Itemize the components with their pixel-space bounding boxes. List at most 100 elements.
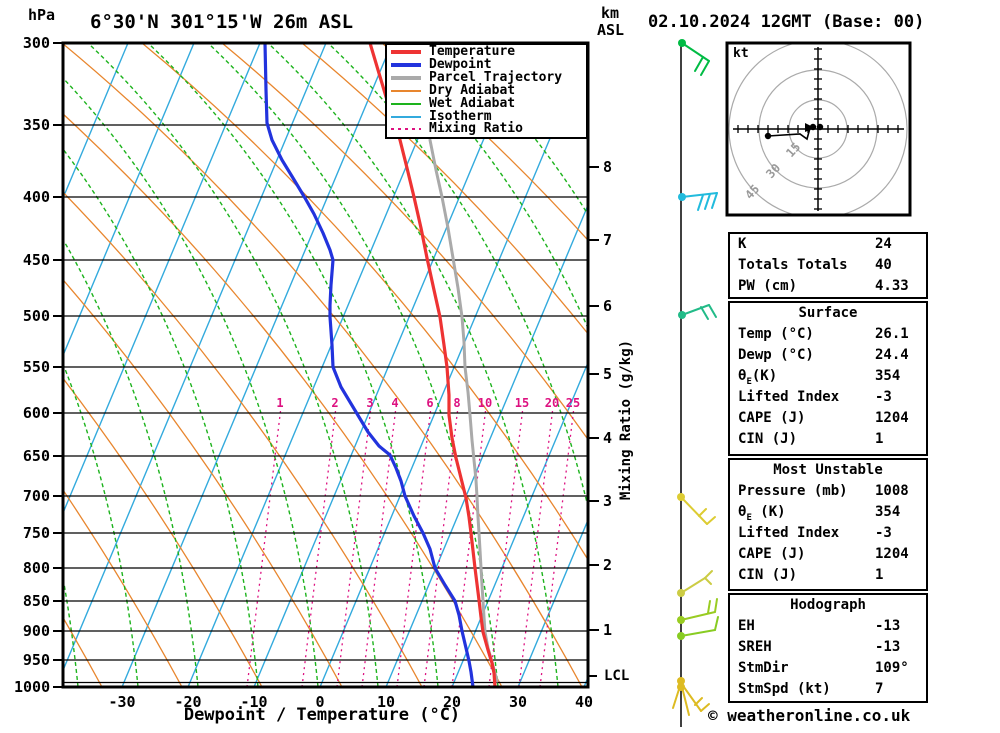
wet-adiabat-line bbox=[447, 43, 588, 216]
table-row-label: CAPE (J) bbox=[738, 410, 806, 426]
copyright-text: © weatheronline.co.uk bbox=[708, 706, 911, 725]
table-row-value: 1008 bbox=[875, 483, 909, 499]
wet-adiabat-line bbox=[327, 43, 588, 511]
mixing-ratio-line bbox=[518, 406, 554, 687]
table-row-label: Totals Totals bbox=[738, 257, 848, 273]
legend-item-label: Dry Adiabat bbox=[429, 82, 516, 98]
pressure-tick-label: 650 bbox=[22, 447, 50, 465]
pressure-gridlines bbox=[53, 42, 588, 688]
temperature-curve bbox=[368, 43, 497, 687]
mixing-ratio-value: 10 bbox=[477, 396, 493, 410]
table-row-label: PW (cm) bbox=[738, 278, 798, 294]
table-row-value: 26.1 bbox=[875, 326, 909, 342]
legend-item-label: Dewpoint bbox=[429, 57, 492, 73]
legend-item-label: Temperature bbox=[429, 44, 516, 60]
mixing-ratio-value: 6 bbox=[426, 396, 434, 410]
pressure-tick-label: 850 bbox=[22, 592, 50, 610]
legend-line-sample bbox=[391, 102, 421, 105]
legend-item: Dry Adiabat bbox=[391, 82, 582, 98]
legend-item-label: Parcel Trajectory bbox=[429, 70, 563, 86]
table-row-label: Dewp (°C) bbox=[738, 347, 814, 363]
wind-barb-column bbox=[672, 39, 719, 727]
table-row-value: 354 bbox=[875, 368, 901, 384]
mixing-ratio-value: 15 bbox=[514, 396, 530, 410]
legend-item-label: Wet Adiabat bbox=[429, 95, 516, 111]
mixing-ratio-value: 2 bbox=[331, 396, 339, 410]
wind-barb-line bbox=[694, 56, 704, 72]
table-row-label: K bbox=[738, 236, 747, 252]
hodograph bbox=[725, 41, 912, 217]
wind-barb-line bbox=[680, 629, 716, 637]
km-tick-label: 2 bbox=[603, 556, 613, 574]
pressure-tick-label: 950 bbox=[22, 651, 50, 669]
isotherm-line bbox=[121, 43, 393, 687]
wind-barb-line bbox=[681, 42, 710, 62]
hodograph-arrow bbox=[805, 123, 815, 132]
wind-barb-line bbox=[680, 682, 702, 712]
lcl-label: LCL bbox=[604, 668, 630, 684]
pressure-axis-unit: hPa bbox=[28, 6, 56, 24]
mixing-ratio-line bbox=[539, 406, 575, 687]
wind-barb-line bbox=[706, 516, 716, 525]
pressure-tick-label: 800 bbox=[22, 559, 50, 577]
isotherm-line bbox=[63, 43, 129, 200]
wind-barb-line bbox=[680, 611, 716, 621]
table-row: CAPE (J) 1204 bbox=[730, 544, 926, 565]
temperature-tick-label: 20 bbox=[442, 693, 462, 711]
mixing-ratio-line bbox=[451, 406, 487, 687]
table-row-value: 109° bbox=[875, 660, 909, 676]
isotherm-line bbox=[63, 43, 327, 673]
table-row-value: 354 bbox=[875, 504, 901, 520]
mixing-ratio-line bbox=[396, 406, 432, 687]
wind-barb-line bbox=[714, 598, 718, 613]
temperature-tick-label: 30 bbox=[508, 693, 528, 711]
table-row-label: θE (K) bbox=[738, 504, 786, 523]
wet-adiabat-line bbox=[147, 43, 439, 687]
theta-e-subscript: E bbox=[746, 512, 752, 523]
mixing-ratio-value: 8 bbox=[453, 396, 461, 410]
wind-barb-line bbox=[704, 570, 713, 579]
km-tick-label: 3 bbox=[603, 492, 613, 510]
pressure-tick-label: 350 bbox=[22, 116, 50, 134]
legend-item: Dewpoint bbox=[391, 57, 582, 73]
table-row-value: 4.33 bbox=[875, 278, 909, 294]
table-row: CAPE (J) 1204 bbox=[730, 408, 926, 429]
theta-e-subscript: E bbox=[746, 376, 752, 387]
table-row: EH -13 bbox=[730, 616, 926, 637]
wind-barb-line bbox=[681, 192, 718, 198]
table-row: CIN (J) 1 bbox=[730, 565, 926, 586]
table-row-label: Temp (°C) bbox=[738, 326, 814, 342]
legend-item-label: Isotherm bbox=[429, 108, 492, 124]
mixing-ratio-line bbox=[488, 406, 524, 687]
table-row-label: EH bbox=[738, 618, 755, 634]
pressure-tick-label: 550 bbox=[22, 358, 50, 376]
mixing-ratio-value: 3 bbox=[366, 396, 374, 410]
table-row: Dewp (°C) 24.4 bbox=[730, 345, 926, 366]
legend-line-sample bbox=[391, 115, 421, 118]
wind-barb-line bbox=[694, 697, 703, 706]
km-axis-unit: km bbox=[601, 4, 620, 22]
wind-barb-line bbox=[672, 682, 682, 709]
table-row-value: 1 bbox=[875, 431, 884, 447]
wet-adiabat-line bbox=[267, 43, 559, 687]
pressure-tick-label: 600 bbox=[22, 404, 50, 422]
wind-barb-line bbox=[680, 496, 708, 525]
wet-adiabat-line bbox=[63, 147, 259, 687]
wind-barb-line bbox=[700, 306, 709, 320]
wind-barb-line bbox=[700, 703, 710, 712]
table-row-value: 1204 bbox=[875, 410, 909, 426]
table-row-label: StmDir bbox=[738, 660, 789, 676]
wind-barb-line bbox=[704, 193, 711, 210]
pressure-tick-label: 750 bbox=[22, 524, 50, 542]
hodograph-kt-label: kt bbox=[733, 46, 749, 61]
table-header: Surface bbox=[798, 305, 858, 321]
legend-item: Wet Adiabat bbox=[391, 95, 582, 111]
mixing-ratio-value: 4 bbox=[391, 396, 399, 410]
wind-barb bbox=[678, 304, 717, 320]
table-row-label: θE(K) bbox=[738, 368, 778, 387]
km-tick-label: 7 bbox=[603, 231, 613, 249]
pressure-tick-label: 900 bbox=[22, 622, 50, 640]
wind-barb-line bbox=[697, 194, 704, 211]
table-row-value: 1 bbox=[875, 567, 884, 583]
isotherm-line bbox=[63, 43, 195, 358]
